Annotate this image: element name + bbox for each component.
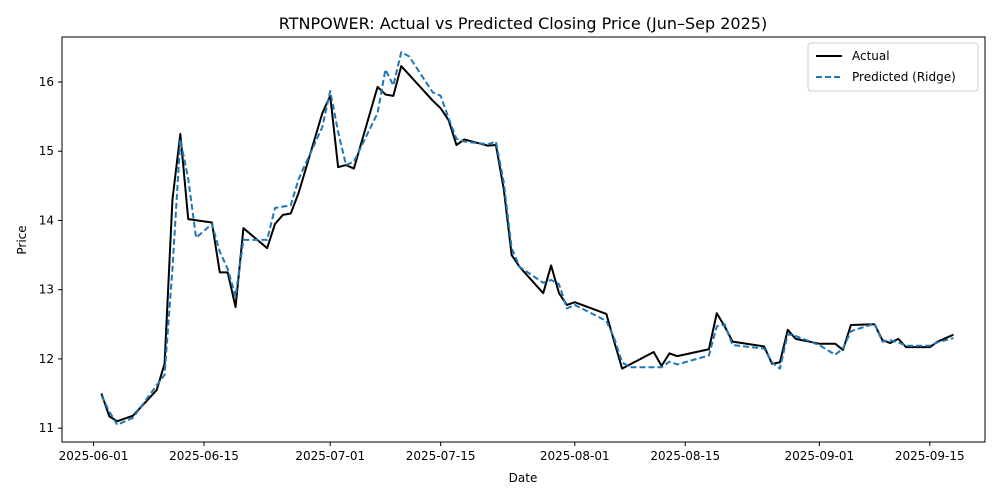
x-axis: 2025-06-01 2025-06-15 2025-07-01 2025-07-15… [59,442,965,463]
y-tick-label: 14 [39,213,54,227]
x-tick-label: 2025-06-01 [59,449,129,463]
series-line-actual [100,65,954,423]
series-layer [100,51,954,426]
legend: Actual Predicted (Ridge) [807,42,979,92]
x-tick-label: 2025-09-15 [895,449,965,463]
x-tick-label: 2025-08-15 [650,449,720,463]
y-tick-label: 13 [39,283,54,297]
x-tick-label: 2025-08-01 [540,449,610,463]
y-tick-label: 12 [39,352,54,366]
legend-label-predicted: Predicted (Ridge) [852,70,956,84]
series-line-predicted [100,51,954,426]
y-tick-label: 15 [39,144,54,158]
x-tick-label: 2025-07-01 [295,449,365,463]
x-tick-label: 2025-07-15 [406,449,476,463]
legend-box [807,42,979,92]
plot-area [61,36,986,443]
chart-title: RTNPOWER: Actual vs Predicted Closing Pr… [279,14,767,33]
x-tick-label: 2025-06-15 [169,449,239,463]
y-axis-title: Price [15,225,29,254]
y-tick-label: 11 [39,421,54,435]
y-axis: 11 12 13 14 15 16 [39,75,62,435]
y-tick-label: 16 [39,75,54,89]
x-tick-label: 2025-09-01 [784,449,854,463]
x-axis-title: Date [509,471,538,485]
legend-label-actual: Actual [852,49,890,63]
